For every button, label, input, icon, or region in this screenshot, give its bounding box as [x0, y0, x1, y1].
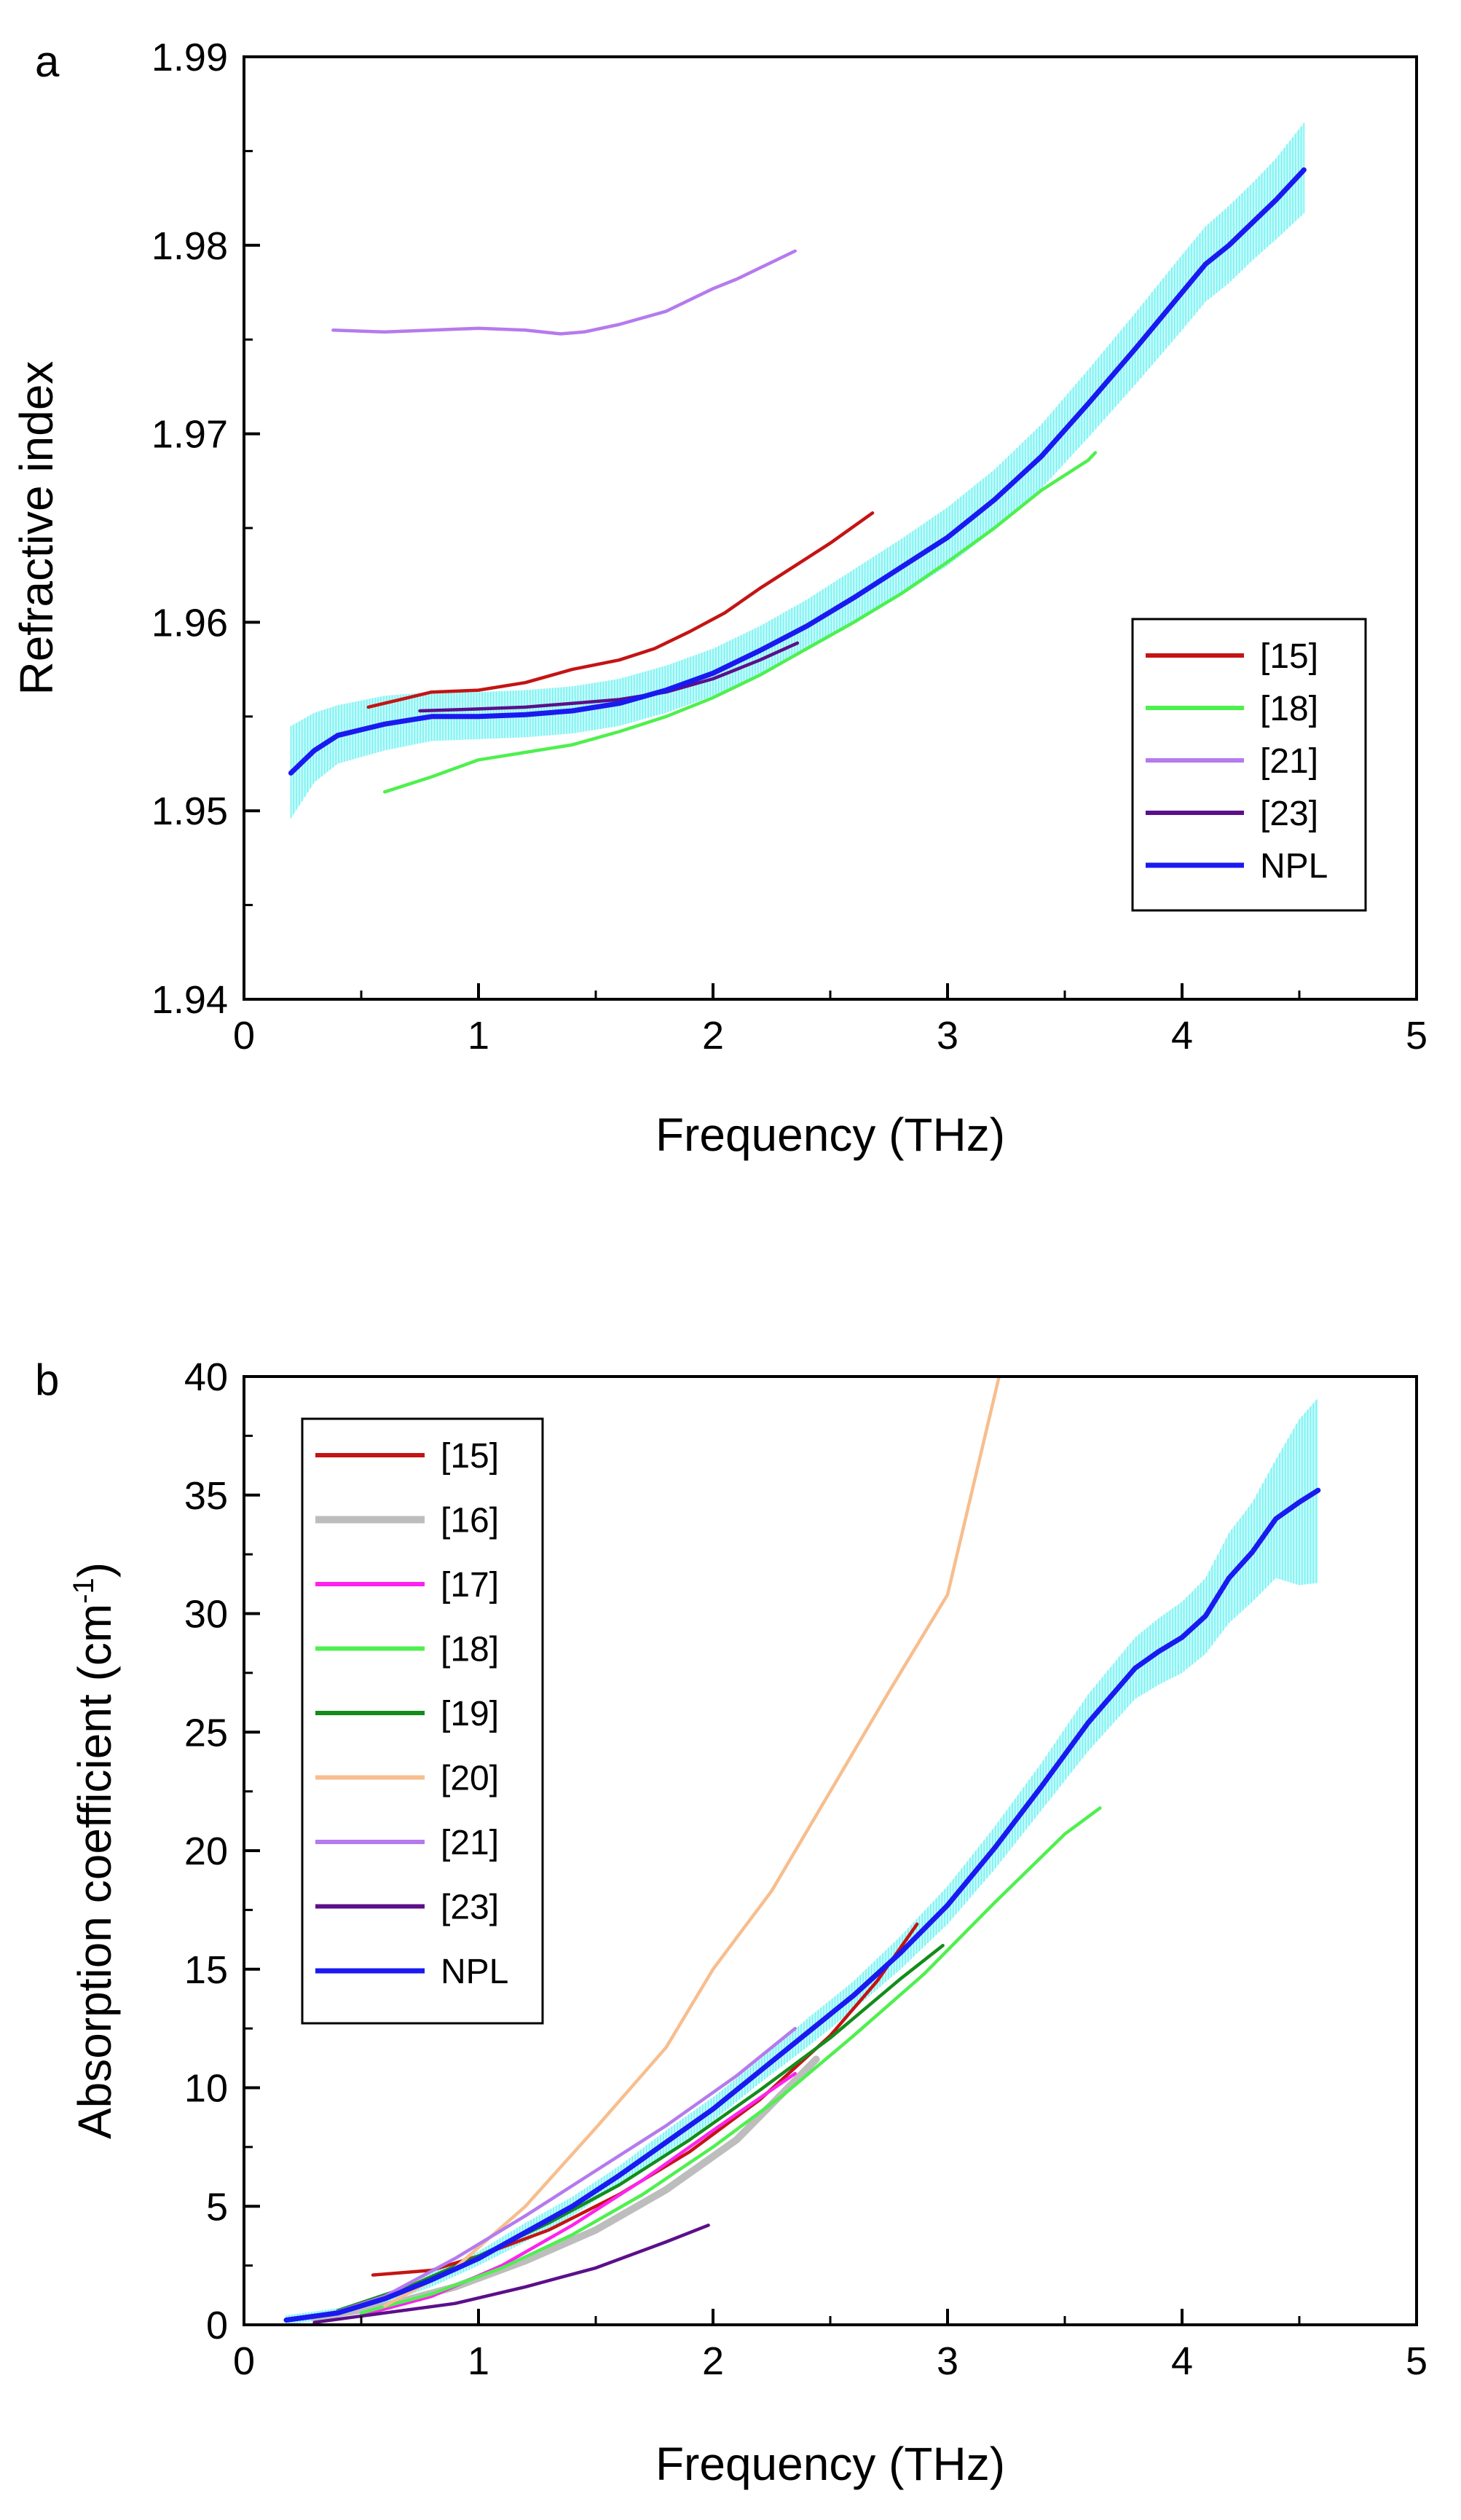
- npl-uncertainty-hatch: [285, 1400, 1317, 2325]
- series-line-23: [418, 641, 800, 713]
- x-tick-label: 1: [468, 2339, 489, 2383]
- x-tick-label: 4: [1171, 2339, 1193, 2383]
- y-tick-label: 35: [184, 1474, 228, 1518]
- y-tick-label: 20: [184, 1830, 228, 1873]
- series-line-npl: [283, 1487, 1321, 2323]
- series-line-18: [359, 1806, 1102, 2315]
- x-tick-label: 5: [1406, 2339, 1427, 2383]
- legend-label: [21]: [441, 1824, 499, 1862]
- x-tick-label: 2: [702, 2339, 724, 2383]
- y-axis-title-main: Refractive index: [10, 361, 63, 696]
- y-tick-label: 40: [184, 1355, 228, 1399]
- series-line-23: [312, 2224, 710, 2324]
- legend-label: [18]: [1260, 690, 1318, 728]
- y-tick-label: 30: [184, 1593, 228, 1637]
- legend-label: NPL: [1260, 847, 1328, 886]
- x-tick-label: 2: [702, 1014, 724, 1058]
- series-line-18: [382, 451, 1098, 794]
- x-tick-label: 5: [1406, 1014, 1427, 1058]
- x-tick-label: 0: [233, 2339, 255, 2383]
- legend-label: [16]: [441, 1502, 499, 1540]
- plot-area: [288, 122, 1307, 819]
- chart-panel-a: a 0 1 2 3 4 5 1.94 1.95 1.96 1.97 1.98 1.99 Frequency…: [10, 36, 1427, 1161]
- y-tick-label: 5: [206, 2185, 228, 2229]
- legend-label: [17]: [441, 1566, 499, 1604]
- legend-label: [23]: [1260, 795, 1318, 833]
- y-tick-label: 1.97: [151, 413, 228, 457]
- plot-area: [283, 1377, 1321, 2325]
- y-axis-title: Absorption coefficient (cm-1): [68, 1562, 121, 2139]
- legend-label: [23]: [441, 1889, 499, 1927]
- legend-label: [21]: [1260, 742, 1318, 781]
- x-axis-title: Frequency (THz): [655, 1109, 1005, 1161]
- series-line-21: [331, 249, 797, 336]
- series-line-19: [336, 1943, 945, 2312]
- legend-label: [15]: [441, 1437, 499, 1476]
- series-line-npl: [288, 167, 1307, 776]
- y-axis-title: Refractive index: [10, 361, 63, 696]
- panel-label: b: [35, 1355, 59, 1404]
- legend-label: [20]: [441, 1760, 499, 1798]
- series-line-20: [382, 1377, 1001, 2308]
- y-tick-label: 1.96: [151, 601, 228, 645]
- x-tick-label: 1: [468, 1014, 489, 1058]
- legend-label: [15]: [1260, 637, 1318, 676]
- y-tick-label: 1.94: [151, 978, 228, 1022]
- y-tick-label: 25: [184, 1711, 228, 1755]
- y-tick-label: 1.98: [151, 224, 228, 268]
- x-tick-label: 4: [1171, 1014, 1193, 1058]
- legend-label: [19]: [441, 1695, 499, 1733]
- x-axis-title: Frequency (THz): [655, 2438, 1005, 2490]
- legend-box: [1131, 618, 1367, 912]
- legend: [15] [18] [21] [23] NPL: [1131, 618, 1367, 912]
- y-axis-title-suffix: ): [68, 1562, 121, 1578]
- x-tick-label: 3: [937, 2339, 958, 2383]
- legend-box: [301, 1417, 544, 2025]
- legend-label: NPL: [441, 1953, 508, 1991]
- y-axis-title-superscript: -1: [68, 1578, 100, 1604]
- legend: [15] [16] [17] [18] [19] [20] [21] [23] NPL: [301, 1417, 544, 2025]
- y-tick-label: 0: [206, 2304, 228, 2347]
- y-tick-label: 1.95: [151, 790, 228, 833]
- series-line-15: [366, 511, 875, 709]
- chart-panel-b: b 0 1 2 3 4 5 0 5 10 15 20 25 30 35 40 Frequency (THz) Ab…: [35, 1355, 1427, 2490]
- legend-label: [18]: [441, 1631, 499, 1669]
- series-line-17: [359, 2071, 797, 2318]
- y-tick-label: 15: [184, 1948, 228, 1992]
- panel-label: a: [35, 37, 60, 86]
- y-tick-label: 10: [184, 2067, 228, 2111]
- x-tick-label: 3: [937, 1014, 958, 1058]
- y-tick-label: 1.99: [151, 36, 228, 79]
- x-tick-label: 0: [233, 1014, 255, 1058]
- y-axis-title-main: Absorption coefficient (cm: [68, 1604, 121, 2139]
- series-line-21: [324, 2026, 797, 2318]
